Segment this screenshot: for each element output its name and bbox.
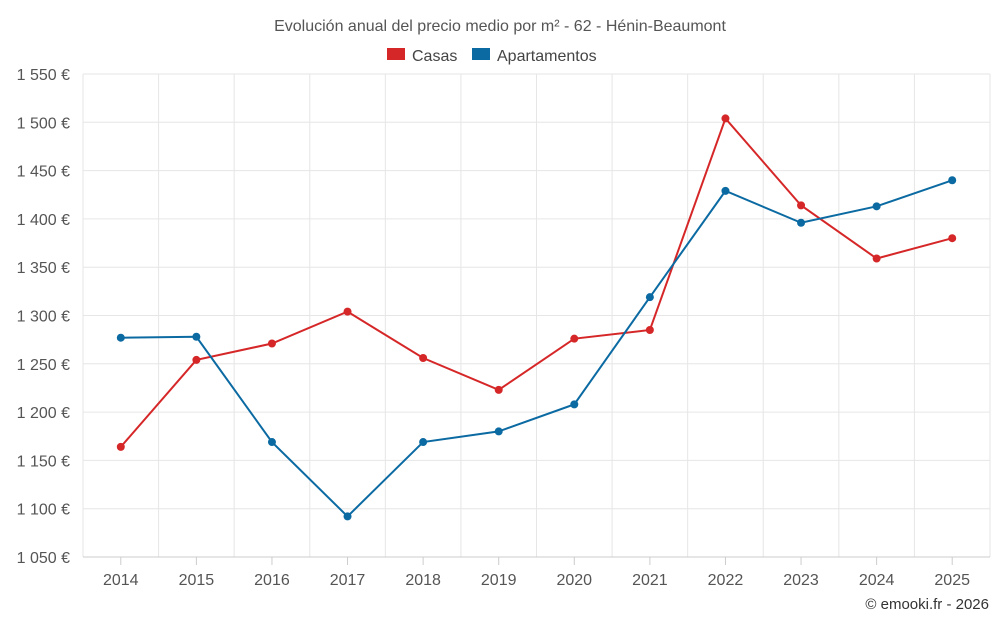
- data-point-apartamentos[interactable]: [948, 176, 957, 185]
- data-point-casas[interactable]: [570, 334, 579, 343]
- x-tick-label: 2016: [254, 572, 290, 589]
- x-tick-label: 2018: [405, 572, 441, 589]
- y-tick-label: 1 300 €: [17, 309, 70, 326]
- data-point-apartamentos[interactable]: [570, 400, 579, 409]
- x-tick-label: 2014: [103, 572, 139, 589]
- credit-text: © emooki.fr - 2026: [865, 596, 989, 613]
- x-axis-ticks: 2014 2015 2016 2017 2018 2019 2020 2021 2022 2023…: [103, 557, 970, 589]
- data-point-apartamentos[interactable]: [343, 512, 352, 521]
- series-line-casas: [120, 116, 953, 448]
- data-point-apartamentos[interactable]: [872, 202, 881, 211]
- x-tick-label: 2023: [783, 572, 819, 589]
- y-tick-label: 1 200 €: [17, 405, 70, 422]
- data-point-casas[interactable]: [343, 307, 352, 316]
- y-tick-label: 1 350 €: [17, 260, 70, 277]
- legend-item-apartamentos[interactable]: Apartamentos: [472, 48, 597, 65]
- data-point-casas[interactable]: [192, 355, 201, 364]
- data-point-casas[interactable]: [797, 201, 806, 210]
- data-point-casas[interactable]: [494, 385, 503, 394]
- y-tick-label: 1 500 €: [17, 115, 70, 132]
- x-tick-label: 2017: [330, 572, 366, 589]
- series-line-apartamentos: [120, 179, 953, 518]
- series-casas: [116, 114, 957, 451]
- series-apartamentos: [116, 176, 957, 521]
- x-gridlines: [82, 74, 991, 557]
- series-layer: [116, 114, 957, 521]
- x-tick-label: 2025: [934, 572, 970, 589]
- data-point-casas[interactable]: [721, 114, 730, 123]
- legend-label-casas: Casas: [412, 48, 457, 65]
- data-point-casas[interactable]: [948, 234, 957, 243]
- legend-label-apartamentos: Apartamentos: [497, 48, 597, 65]
- data-point-apartamentos[interactable]: [494, 427, 503, 436]
- y-axis-ticks: 1 550 € 1 500 € 1 450 € 1 400 € 1 350 € 1 300…: [17, 67, 70, 567]
- legend: Casas Apartamentos: [387, 48, 597, 65]
- data-point-casas[interactable]: [267, 339, 276, 348]
- x-tick-label: 2020: [556, 572, 592, 589]
- y-tick-label: 1 400 €: [17, 212, 70, 229]
- y-tick-label: 1 150 €: [17, 453, 70, 470]
- x-tick-label: 2022: [708, 572, 744, 589]
- chart-title: Evolución anual del precio medio por m² …: [274, 18, 726, 35]
- y-tick-label: 1 250 €: [17, 357, 70, 374]
- data-point-apartamentos[interactable]: [267, 438, 276, 447]
- x-tick-label: 2019: [481, 572, 517, 589]
- data-point-casas[interactable]: [645, 325, 654, 334]
- legend-item-casas[interactable]: Casas: [387, 48, 457, 65]
- legend-swatch-casas: [387, 48, 405, 60]
- x-tick-label: 2021: [632, 572, 668, 589]
- data-point-apartamentos[interactable]: [645, 293, 654, 302]
- data-point-apartamentos[interactable]: [116, 333, 125, 342]
- data-point-casas[interactable]: [116, 442, 125, 451]
- y-tick-label: 1 050 €: [17, 550, 70, 567]
- data-point-casas[interactable]: [419, 354, 428, 363]
- y-tick-label: 1 100 €: [17, 502, 70, 519]
- data-point-apartamentos[interactable]: [721, 186, 730, 195]
- x-tick-label: 2015: [179, 572, 215, 589]
- data-point-casas[interactable]: [872, 254, 881, 263]
- legend-swatch-apartamentos: [472, 48, 490, 60]
- x-tick-label: 2024: [859, 572, 895, 589]
- data-point-apartamentos[interactable]: [797, 218, 806, 227]
- data-point-apartamentos[interactable]: [192, 332, 201, 341]
- y-tick-label: 1 450 €: [17, 164, 70, 181]
- y-tick-label: 1 550 €: [17, 67, 70, 84]
- data-point-apartamentos[interactable]: [419, 438, 428, 447]
